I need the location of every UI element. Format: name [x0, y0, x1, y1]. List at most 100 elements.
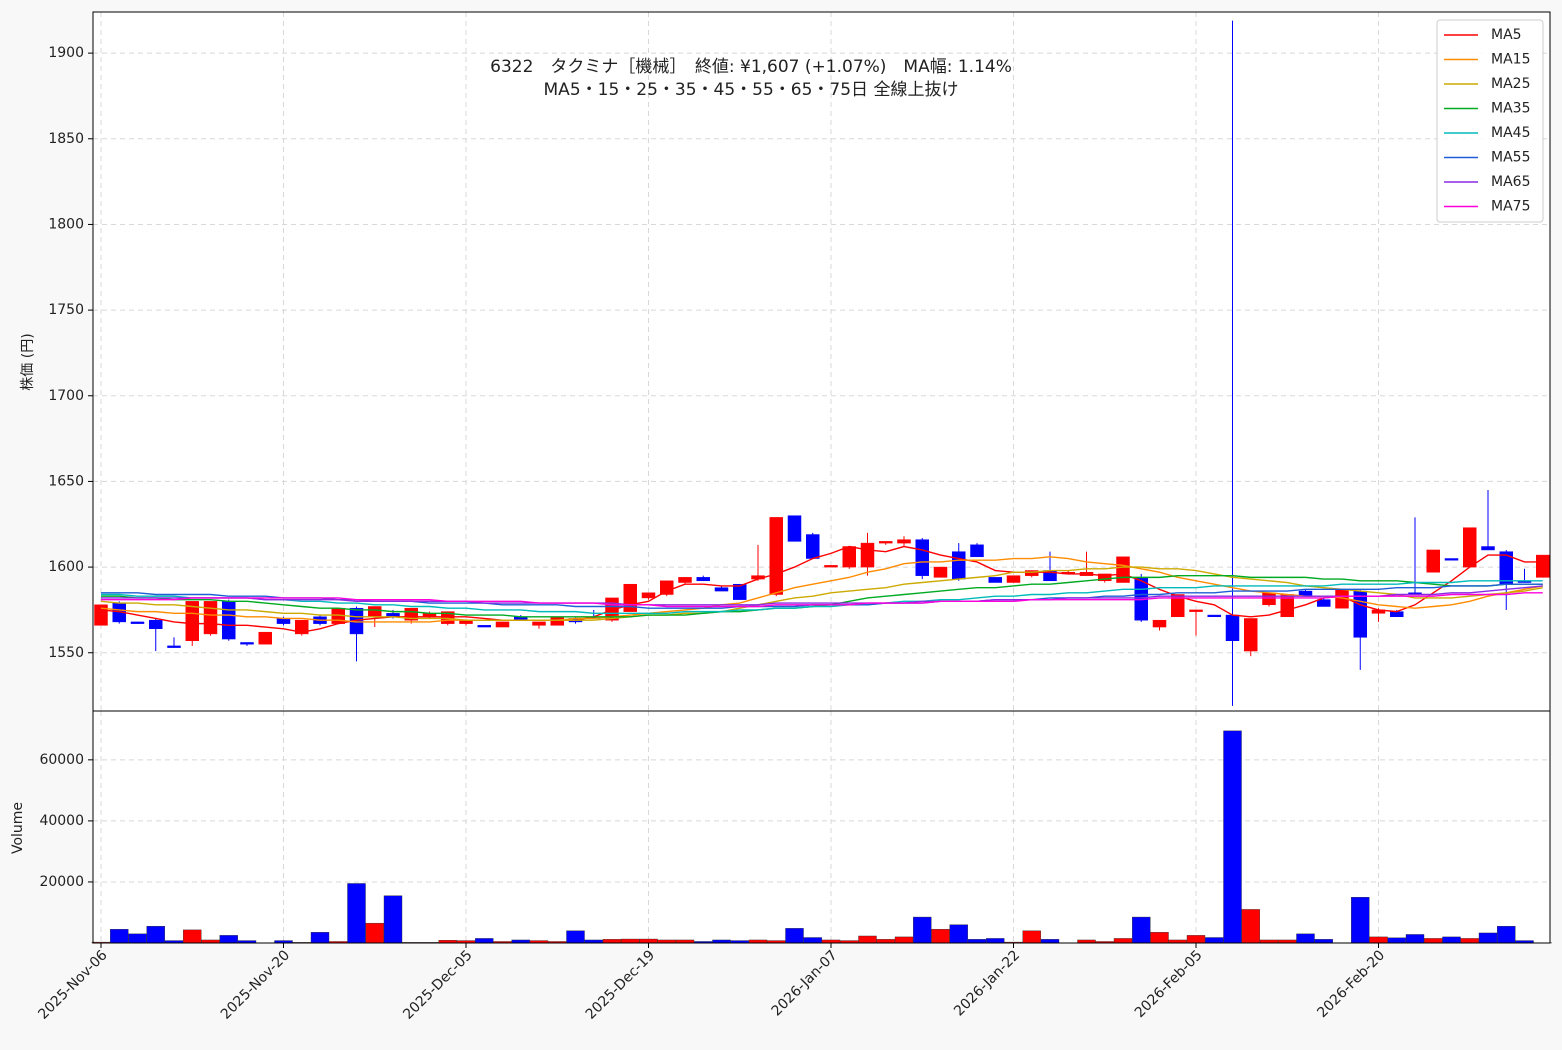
volume-bar	[128, 933, 147, 944]
candle-body	[1262, 592, 1276, 606]
candle-body	[1481, 546, 1495, 551]
candle-body	[1006, 575, 1021, 583]
y-tick-label: 1900	[48, 45, 84, 61]
candle-body	[933, 566, 948, 578]
candle-body	[1189, 609, 1203, 612]
candle-body	[1536, 554, 1550, 578]
legend-label: MA35	[1491, 101, 1530, 117]
candle-body	[185, 601, 199, 642]
volume-bar	[1132, 916, 1151, 944]
candle-body	[368, 606, 382, 618]
y-tick-label: 1700	[48, 388, 84, 404]
volume-bar	[621, 938, 640, 944]
candle-body	[769, 517, 783, 595]
volume-panel	[93, 711, 1550, 943]
candle-body	[1025, 570, 1039, 576]
legend-box	[1436, 19, 1544, 223]
legend-label: MA25	[1491, 76, 1530, 92]
y-tick-label: 1850	[48, 131, 84, 147]
candle-body	[879, 541, 893, 544]
candle-body	[94, 604, 108, 626]
legend-label: MA65	[1491, 174, 1530, 190]
volume-bar	[1205, 937, 1224, 944]
candle-body	[1317, 599, 1331, 607]
ma-line	[101, 574, 1543, 618]
candle-body	[696, 577, 710, 582]
y-axis-label: 株価 (円)	[20, 333, 36, 390]
candle-body	[167, 645, 181, 648]
candle-body	[222, 601, 236, 640]
volume-bar	[1387, 937, 1406, 944]
candle-body	[787, 515, 802, 542]
volume-bar	[310, 932, 330, 944]
candle-body	[441, 611, 455, 624]
candle-body	[1152, 619, 1167, 628]
candle-body	[824, 565, 838, 568]
ma-line	[101, 585, 1543, 606]
y-tick-label: 1600	[48, 559, 84, 575]
candle-body	[1116, 556, 1130, 583]
candle-body	[130, 621, 145, 624]
candle-body	[240, 642, 254, 645]
candle-body	[842, 546, 856, 568]
volume-bar	[1113, 938, 1133, 944]
candle-body	[532, 621, 546, 626]
candle-body	[276, 618, 291, 624]
volume-bar	[1314, 939, 1333, 944]
ma-line	[101, 592, 1543, 608]
candle-body	[952, 551, 966, 580]
candle-body	[258, 631, 272, 645]
candle-body	[550, 616, 564, 626]
candle-body	[860, 542, 875, 568]
candle-body	[1225, 614, 1240, 642]
candle-body	[477, 625, 491, 628]
chart-subtitle: MA5・15・25・35・45・55・65・75日 全線上抜け	[544, 80, 959, 100]
candle-body	[1098, 573, 1112, 582]
volume-bar	[146, 926, 165, 944]
candle-body	[915, 539, 929, 576]
legend-label: MA55	[1491, 150, 1530, 166]
candle-body	[203, 601, 218, 635]
x-tick-label: 2026-Jan-07	[769, 947, 841, 1019]
volume-bar	[1223, 730, 1242, 944]
candle-body	[714, 587, 729, 592]
volume-bar	[1442, 936, 1461, 944]
volume-bar	[219, 935, 238, 944]
volume-bar	[639, 938, 658, 944]
volume-bar	[913, 916, 932, 944]
x-tick-label: 2026-Feb-05	[1132, 947, 1206, 1021]
y-tick-label: 1550	[48, 645, 84, 661]
volume-bar	[1241, 909, 1260, 944]
volume-bar	[110, 929, 129, 944]
candle-body	[1390, 611, 1404, 618]
y-tick-label: 1800	[48, 216, 84, 232]
volume-bar	[1424, 938, 1443, 944]
volume-bar	[931, 929, 950, 944]
ma-line	[100, 545, 1543, 633]
volume-bar	[602, 939, 622, 944]
candle-body	[1244, 618, 1258, 652]
y-tick-label: 1750	[48, 302, 84, 318]
x-tick-label: 2025-Nov-06	[35, 947, 110, 1022]
candle-body	[897, 539, 911, 544]
candle-body	[1463, 527, 1477, 568]
volume-axis-label: Volume	[10, 802, 26, 854]
volume-tick-label: 20000	[39, 874, 84, 890]
volume-bar	[986, 938, 1005, 944]
chart-title: 6322 タクミナ［機械］ 終値: ¥1,607 (+1.07%) MA幅: 1…	[490, 57, 1012, 77]
volume-tick-label: 60000	[39, 752, 84, 768]
volume-bar	[1296, 933, 1315, 944]
candle-body	[641, 592, 656, 599]
legend-label: MA15	[1491, 52, 1530, 68]
candle-body	[1426, 549, 1440, 573]
x-tick-label: 2025-Nov-20	[218, 947, 293, 1022]
volume-tick-label: 40000	[39, 813, 84, 829]
volume-bar	[858, 935, 877, 944]
candle-body	[495, 621, 510, 628]
volume-bar	[566, 930, 585, 944]
candle-body	[1207, 614, 1221, 618]
candle-body	[970, 544, 984, 558]
legend-label: MA5	[1491, 27, 1522, 43]
volume-bar	[967, 939, 987, 944]
